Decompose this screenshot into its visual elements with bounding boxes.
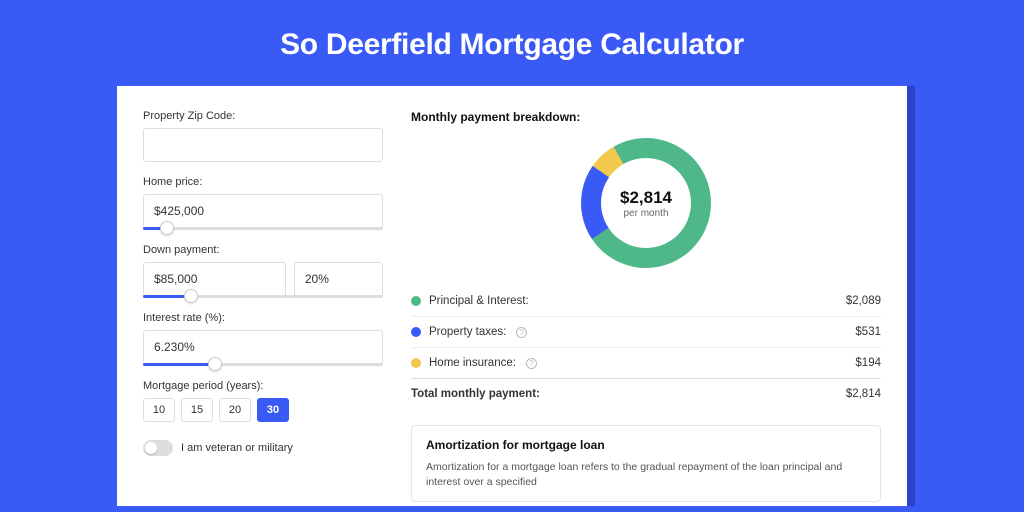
- total-row: Total monthly payment: $2,814: [411, 378, 881, 409]
- total-label: Total monthly payment:: [411, 388, 540, 400]
- info-icon[interactable]: ?: [526, 358, 537, 369]
- veteran-toggle-knob: [145, 442, 157, 454]
- period-option-30[interactable]: 30: [257, 398, 289, 422]
- interest-rate-slider[interactable]: [143, 363, 383, 366]
- zip-label: Property Zip Code:: [143, 110, 383, 122]
- amortization-card: Amortization for mortgage loan Amortizat…: [411, 425, 881, 502]
- page-background: So Deerfield Mortgage Calculator Propert…: [0, 0, 1024, 512]
- donut-wrap: $2,814 per month: [411, 138, 881, 268]
- legend-dot: [411, 296, 421, 306]
- home-price-input[interactable]: [143, 194, 383, 228]
- down-payment-slider[interactable]: [143, 295, 383, 298]
- down-payment-input[interactable]: [143, 262, 286, 296]
- interest-rate-label: Interest rate (%):: [143, 312, 383, 324]
- breakdown-title: Monthly payment breakdown:: [411, 110, 881, 124]
- period-option-15[interactable]: 15: [181, 398, 213, 422]
- veteran-label: I am veteran or military: [181, 442, 293, 454]
- total-value: $2,814: [846, 388, 881, 400]
- amortization-body: Amortization for a mortgage loan refers …: [426, 460, 866, 489]
- page-title: So Deerfield Mortgage Calculator: [0, 28, 1024, 62]
- interest-rate-slider-thumb[interactable]: [208, 357, 222, 371]
- amortization-title: Amortization for mortgage loan: [426, 438, 866, 452]
- interest-rate-slider-fill: [143, 363, 215, 366]
- down-payment-group: Down payment:: [143, 244, 383, 298]
- interest-rate-input[interactable]: [143, 330, 383, 364]
- donut-value: $2,814: [620, 188, 672, 208]
- home-price-label: Home price:: [143, 176, 383, 188]
- breakdown-legend: Principal & Interest: $2,089 Property taxe…: [411, 286, 881, 379]
- period-option-10[interactable]: 10: [143, 398, 175, 422]
- period-option-20[interactable]: 20: [219, 398, 251, 422]
- legend-label: Property taxes:: [429, 326, 506, 338]
- donut-sub: per month: [623, 208, 668, 219]
- legend-value: $194: [855, 357, 881, 369]
- down-payment-slider-thumb[interactable]: [184, 289, 198, 303]
- veteran-toggle-row: I am veteran or military: [143, 440, 383, 456]
- legend-row-0: Principal & Interest: $2,089: [411, 286, 881, 317]
- interest-rate-group: Interest rate (%):: [143, 312, 383, 366]
- legend-row-2: Home insurance:? $194: [411, 348, 881, 379]
- donut-chart: $2,814 per month: [581, 138, 711, 268]
- breakdown-column: Monthly payment breakdown: $2,814 per mo…: [411, 110, 881, 506]
- info-icon[interactable]: ?: [516, 327, 527, 338]
- period-group: Mortgage period (years): 10152030: [143, 380, 383, 422]
- legend-value: $2,089: [846, 295, 881, 307]
- veteran-toggle[interactable]: [143, 440, 173, 456]
- calculator-card: Property Zip Code: Home price: Down paym…: [117, 86, 907, 506]
- legend-label: Home insurance:: [429, 357, 516, 369]
- home-price-slider-thumb[interactable]: [160, 221, 174, 235]
- legend-dot: [411, 327, 421, 337]
- home-price-slider[interactable]: [143, 227, 383, 230]
- legend-dot: [411, 358, 421, 368]
- legend-value: $531: [855, 326, 881, 338]
- period-label: Mortgage period (years):: [143, 380, 383, 392]
- down-payment-pct-input[interactable]: [294, 262, 383, 296]
- zip-field-group: Property Zip Code:: [143, 110, 383, 162]
- inputs-column: Property Zip Code: Home price: Down paym…: [143, 110, 383, 506]
- zip-input[interactable]: [143, 128, 383, 162]
- down-payment-label: Down payment:: [143, 244, 383, 256]
- donut-center: $2,814 per month: [601, 158, 691, 248]
- legend-row-1: Property taxes:? $531: [411, 317, 881, 348]
- legend-label: Principal & Interest:: [429, 295, 529, 307]
- home-price-group: Home price:: [143, 176, 383, 230]
